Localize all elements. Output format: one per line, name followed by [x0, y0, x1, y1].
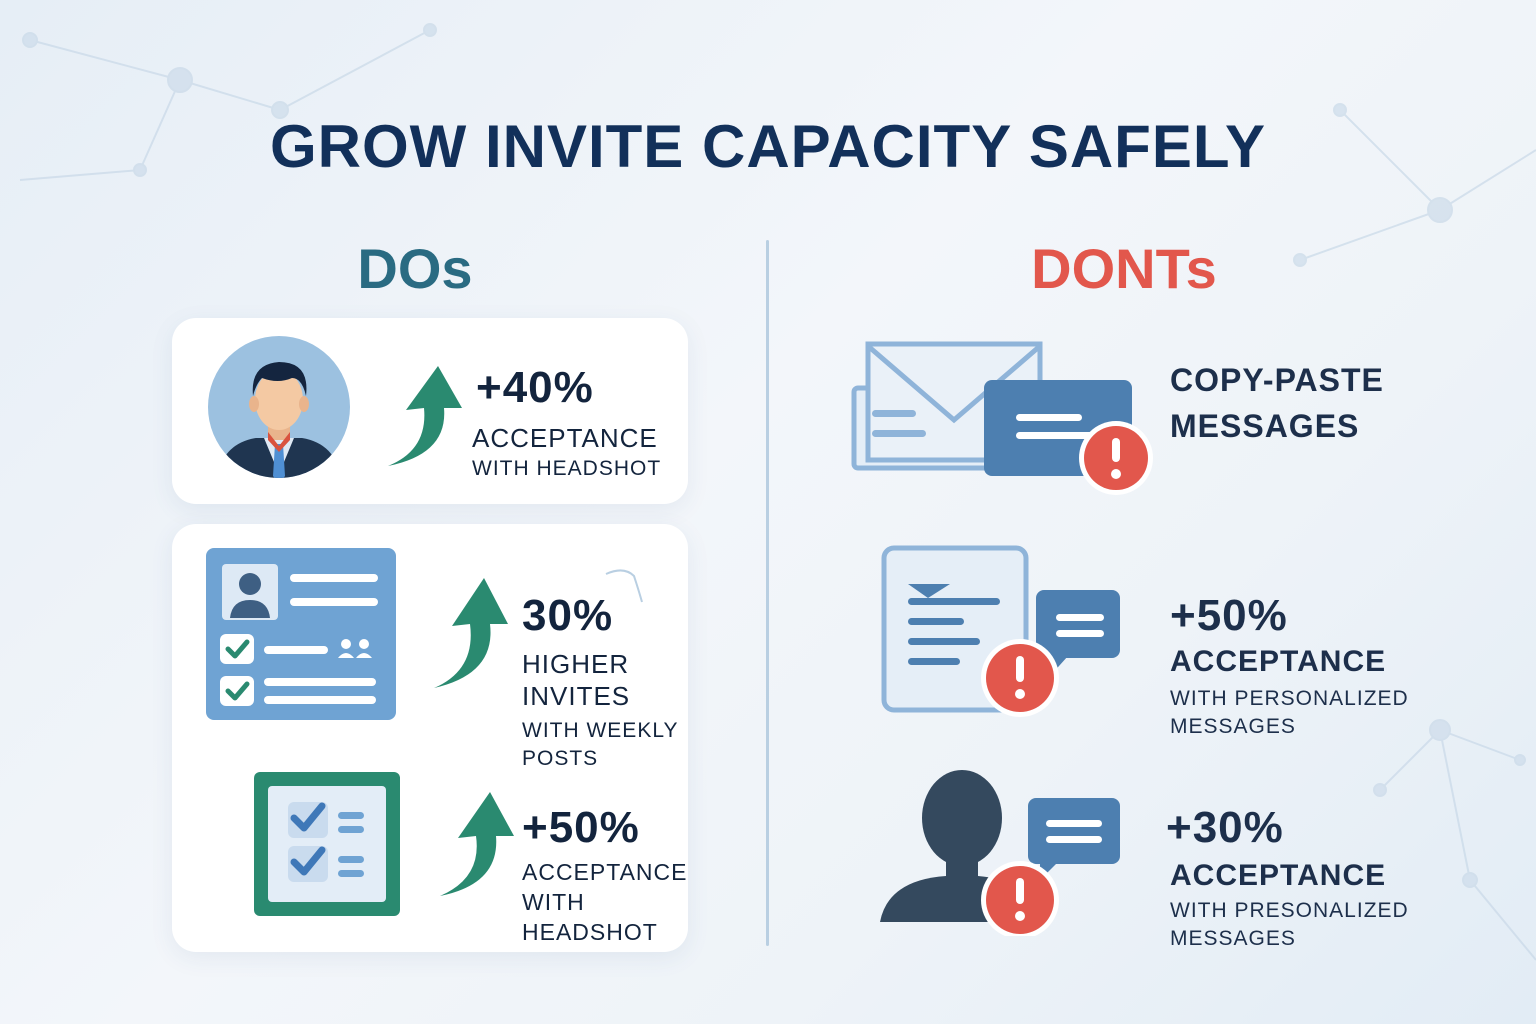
dos-item-3-sub-2: HEADSHOT [522, 919, 658, 945]
dos-item-3-percent: +50% [522, 803, 640, 852]
up-arrow-icon [440, 792, 514, 896]
dos-item-2-sub-1: WITH WEEKLY [522, 719, 679, 742]
person-chat-warning-icon [880, 770, 1120, 936]
headshot-avatar-icon [208, 336, 350, 478]
sparkle-icon [605, 569, 643, 603]
donts-item-2-label: ACCEPTANCE [1170, 645, 1387, 678]
donts-item-3-sub-2: MESSAGES [1170, 927, 1296, 950]
profile-card-icon [206, 548, 396, 720]
column-divider [766, 240, 769, 946]
dos-item-2-label-2: INVITES [522, 681, 631, 711]
donts-item-1-label-1: COPY-PASTE [1170, 362, 1384, 398]
up-arrow-icon [434, 578, 508, 688]
dos-item-1-percent: +40% [476, 363, 594, 412]
dos-item-1-label: ACCEPTANCE [472, 423, 658, 453]
donts-item-3-percent: +30% [1166, 803, 1284, 852]
dos-item-1-sub: WITH HEADSHOT [472, 457, 662, 480]
dos-item-3-label: ACCEPTANCE [522, 859, 688, 885]
dos-item-2-percent: 30% [522, 591, 614, 640]
donts-item-2-percent: +50% [1170, 591, 1288, 640]
checklist-icon [254, 772, 400, 916]
dos-item-3-sub-1: WITH [522, 889, 585, 915]
envelope-chat-warning-icon [851, 341, 1153, 495]
donts-heading: DONTs [1031, 237, 1217, 300]
page-title: GROW INVITE CAPACITY SAFELY [270, 113, 1266, 180]
donts-item-3-sub-1: WITH PRESONALIZED [1170, 899, 1409, 922]
donts-item-1-label-2: MESSAGES [1170, 408, 1360, 444]
dos-item-2-sub-2: POSTS [522, 747, 599, 770]
up-arrow-icon [388, 366, 462, 466]
donts-item-3-label: ACCEPTANCE [1170, 859, 1387, 892]
donts-item-2-sub-2: MESSAGES [1170, 715, 1296, 738]
dos-heading: DOs [357, 237, 473, 300]
dos-item-2-label-1: HIGHER [522, 649, 630, 679]
document-chat-warning-icon [881, 545, 1120, 717]
donts-item-2-sub-1: WITH PERSONALIZED [1170, 687, 1409, 710]
